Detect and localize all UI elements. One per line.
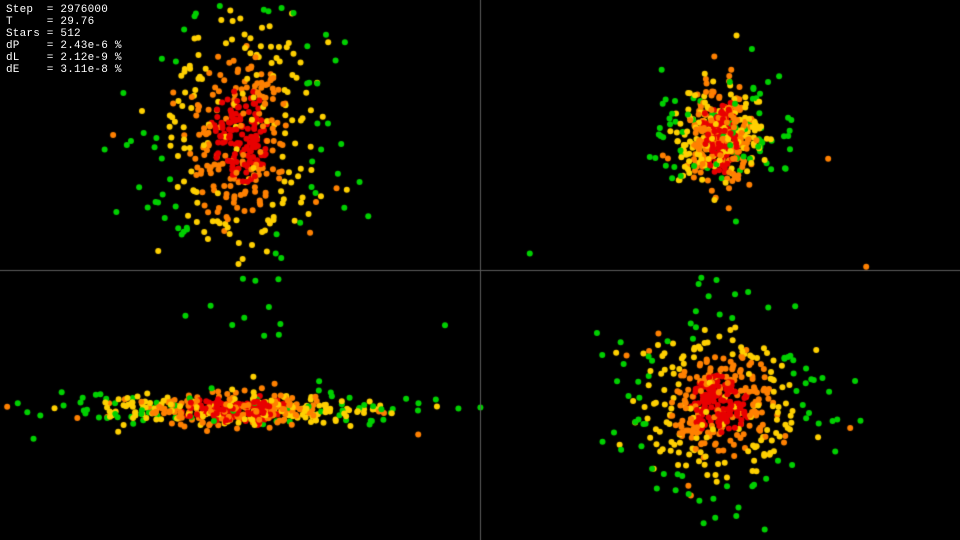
simulation-viewport (0, 0, 960, 540)
stats-overlay: Step = 2976000 T = 29.76 Stars = 512 dP … (6, 4, 122, 76)
